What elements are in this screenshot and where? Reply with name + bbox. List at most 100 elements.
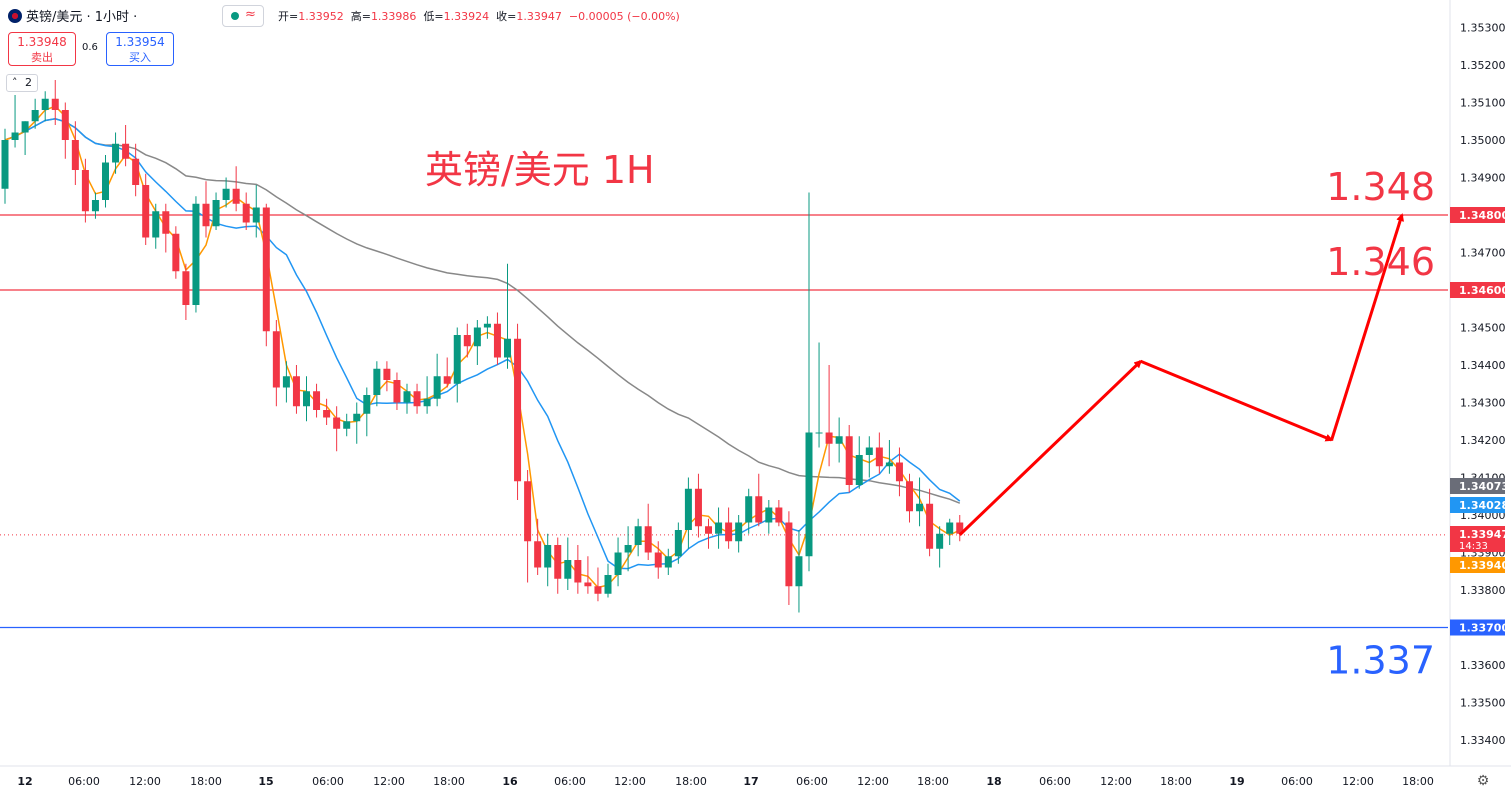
price-tag (1450, 526, 1505, 552)
buy-button[interactable]: 1.33954 买入 (106, 32, 174, 66)
y-tick-label: 1.35000 (1460, 134, 1506, 147)
candle-body (735, 522, 743, 542)
candle-body (142, 185, 150, 238)
price-tag-label: 1.34028 (1459, 499, 1509, 512)
projection-arrow (1330, 213, 1404, 441)
candle-body (514, 338, 522, 482)
candle-body (353, 413, 361, 422)
open-value: 1.33952 (298, 10, 344, 23)
candle-body (715, 522, 723, 534)
buy-label: 买入 (129, 51, 151, 64)
candle-body (51, 98, 59, 110)
price-tag-label: 1.33940 (1459, 559, 1509, 572)
x-tick-label: 18:00 (917, 775, 949, 788)
candle-body (524, 481, 532, 542)
high-label: 高= (350, 10, 371, 23)
candle-body (855, 455, 863, 485)
y-tick-label: 1.34900 (1460, 172, 1506, 185)
spread-value: 0.6 (82, 42, 98, 53)
candle-body (373, 368, 381, 395)
candle-body (413, 391, 421, 407)
candle-body (152, 211, 160, 238)
level-axis-tag (1450, 207, 1505, 223)
price-tag-countdown: 14:33 (1459, 541, 1488, 552)
symbol-title[interactable]: 英镑/美元 · 1小时 · (8, 6, 137, 25)
sell-price: 1.33948 (17, 35, 67, 49)
market-status-badge[interactable]: ≈ (222, 5, 264, 27)
price-tag (1450, 497, 1505, 513)
candle-body (916, 503, 924, 512)
candle-body (644, 526, 652, 553)
level-axis-label: 1.34800 (1459, 209, 1509, 222)
x-tick-label: 12:00 (1342, 775, 1374, 788)
candle-body (323, 410, 331, 418)
settings-gear-icon[interactable]: ⚙ (1476, 773, 1490, 789)
price-tag (1450, 557, 1505, 573)
candle-body (433, 376, 441, 399)
low-label: 低= (423, 10, 444, 23)
candle-body (303, 391, 310, 407)
market-open-dot-icon (231, 12, 239, 20)
candle-body (71, 140, 79, 170)
x-tick-label: 12 (17, 775, 32, 788)
low-value: 1.33924 (443, 10, 490, 23)
x-tick-label: 06:00 (1039, 775, 1071, 788)
candle-body (1, 140, 9, 189)
candle-body (775, 507, 783, 523)
candle-body (825, 432, 833, 444)
candle-body (614, 552, 622, 575)
level-label: 1.348 (1326, 165, 1435, 209)
y-tick-label: 1.34200 (1460, 434, 1506, 447)
candle-body (282, 376, 290, 388)
open-label: 开= (278, 10, 299, 23)
chevron-up-icon: ˄ (12, 76, 18, 89)
x-tick-label: 16 (502, 775, 518, 788)
close-value: 1.33947 (516, 10, 562, 23)
candle-body (61, 110, 69, 140)
candle-body (936, 533, 944, 549)
x-tick-label: 17 (743, 775, 758, 788)
candle-body (242, 203, 250, 223)
gbp-flag-icon (8, 8, 22, 23)
candle-body (895, 462, 903, 482)
x-tick-label: 18:00 (1402, 775, 1434, 788)
candle-body (232, 188, 240, 204)
x-tick-label: 06:00 (68, 775, 100, 788)
sell-button[interactable]: 1.33948 卖出 (8, 32, 76, 66)
candle-body (654, 552, 662, 568)
candle-body (202, 203, 210, 227)
level-label: 1.346 (1326, 240, 1435, 284)
y-tick-label: 1.35300 (1460, 22, 1506, 35)
candle-body (262, 207, 270, 332)
level-axis-label: 1.33700 (1459, 622, 1509, 635)
candle-body (81, 170, 89, 212)
level-axis-tag (1450, 619, 1505, 636)
indicator-count: 2 (25, 76, 32, 89)
candle-body (292, 376, 300, 407)
candle-body (313, 391, 321, 410)
x-tick-label: 12:00 (373, 775, 405, 788)
candle-body (885, 462, 893, 467)
candle-body (584, 582, 592, 587)
candle-body (765, 507, 773, 523)
candle-body (473, 327, 481, 347)
candle-body (403, 391, 411, 403)
collapse-indicators-button[interactable]: ˄ 2 (6, 74, 38, 92)
ohlc-readout: 开=1.33952 高=1.33986 低=1.33924 收=1.33947 … (278, 8, 680, 24)
candle-body (805, 432, 813, 557)
candles-group (1, 80, 964, 613)
candle-body (91, 200, 99, 212)
candle-body (815, 432, 823, 434)
candle-body (504, 338, 511, 358)
candle-body (162, 211, 170, 234)
x-tick-label: 06:00 (1281, 775, 1313, 788)
candle-body (212, 200, 220, 227)
candle-body (664, 556, 672, 568)
price-tag-label: 1.34073 (1459, 480, 1509, 493)
candle-body (674, 530, 682, 557)
x-tick-label: 18 (986, 775, 1001, 788)
ma-slow-line (4, 118, 961, 504)
candle-body (272, 331, 280, 388)
candle-body (865, 447, 873, 455)
